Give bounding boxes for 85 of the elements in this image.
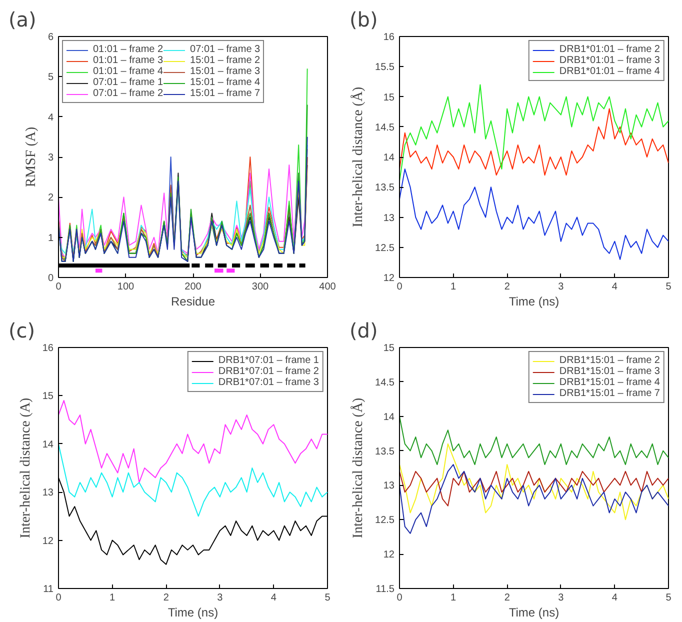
legend-label: 15:01 – frame 3 xyxy=(190,66,260,77)
x-tick-label: 1 xyxy=(450,592,457,604)
y-tick-label: 14 xyxy=(383,152,395,164)
x-tick-label: 0 xyxy=(396,282,403,292)
x-tick-label: 3 xyxy=(558,592,564,604)
x-tick-label: 300 xyxy=(252,282,270,292)
y-tick-label: 6 xyxy=(48,32,54,43)
legend-label: DRB1*15:01 – frame 2 xyxy=(559,355,660,366)
y-tick-label: 14.5 xyxy=(375,122,395,134)
y-tick-label: 15 xyxy=(383,343,395,354)
y-tick-label: 5 xyxy=(48,72,54,84)
y-tick-label: 11.5 xyxy=(376,584,395,595)
legend-label: DRB1*07:01 – frame 1 xyxy=(218,355,319,366)
legend-label: DRB1*15:01 – frame 7 xyxy=(559,388,660,399)
x-tick-label: 2 xyxy=(504,592,510,604)
x-tick-label: 5 xyxy=(666,592,672,604)
y-tick-label: 15 xyxy=(383,92,395,104)
legend-label: 07:01 – frame 3 xyxy=(190,44,260,55)
legend-label: DRB1*01:01 – frame 2 xyxy=(559,44,660,55)
legend-label: 15:01 – frame 4 xyxy=(190,77,260,88)
x-tick-label: 4 xyxy=(270,592,277,604)
x-tick-label: 3 xyxy=(217,592,224,604)
x-axis-title: Time (ns) xyxy=(508,606,560,620)
y-tick-label: 13.5 xyxy=(375,182,395,194)
legend-label: DRB1*07:01 – frame 2 xyxy=(218,366,319,377)
legend-label: 07:01 – frame 2 xyxy=(93,88,164,99)
y-tick-label: 12 xyxy=(383,273,395,284)
legend-label: DRB1*07:01 – frame 3 xyxy=(218,377,319,388)
y-tick-label: 16 xyxy=(383,32,395,43)
legend-label: 15:01 – frame 7 xyxy=(190,88,260,99)
x-tick-label: 1 xyxy=(110,592,116,604)
y-tick-label: 0 xyxy=(48,273,54,284)
x-tick-label: 0 xyxy=(56,282,62,292)
x-axis-title: Time (ns) xyxy=(168,606,218,620)
legend-label: 01:01 – frame 3 xyxy=(93,55,164,66)
x-tick-label: 2 xyxy=(504,282,510,292)
x-tick-label: 5 xyxy=(666,282,672,292)
chart-title: (a) xyxy=(8,8,36,32)
y-tick-label: 13.5 xyxy=(375,446,395,458)
y-tick-label: 11 xyxy=(43,584,54,595)
y-tick-label: 13 xyxy=(383,212,395,224)
y-tick-label: 14.5 xyxy=(375,377,395,388)
y-tick-label: 12 xyxy=(383,550,395,561)
y-tick-label: 15 xyxy=(42,391,54,402)
y-axis-title: Inter-helical distance (Å) xyxy=(350,86,366,228)
legend-label: 15:01 – frame 2 xyxy=(190,55,260,66)
x-tick-label: 4 xyxy=(612,282,618,292)
y-tick-label: 12.5 xyxy=(375,515,395,526)
chart-title: (d) xyxy=(350,318,378,342)
y-tick-label: 13 xyxy=(42,488,54,499)
x-axis-title: Residue xyxy=(170,294,216,308)
chart-title: (b) xyxy=(350,8,378,32)
legend-label: 01:01 – frame 4 xyxy=(93,66,164,77)
x-tick-label: 3 xyxy=(558,282,564,292)
y-tick-label: 3 xyxy=(48,152,54,164)
legend-label: DRB1*15:01 – frame 3 xyxy=(559,366,660,377)
y-tick-label: 4 xyxy=(48,112,54,124)
y-axis-title: RMSF (A) xyxy=(24,126,39,188)
x-tick-label: 2 xyxy=(163,592,170,604)
y-tick-label: 12.5 xyxy=(375,242,395,254)
y-axis-title: Inter-helical distance (A) xyxy=(18,397,34,538)
y-tick-label: 12 xyxy=(42,536,54,547)
legend-label: DRB1*15:01 – frame 4 xyxy=(559,377,660,388)
x-tick-label: 4 xyxy=(612,592,618,604)
legend-label: DRB1*01:01 – frame 4 xyxy=(559,66,660,77)
legend-label: 01:01 – frame 2 xyxy=(93,44,164,55)
x-tick-label: 200 xyxy=(184,282,202,292)
x-tick-label: 1 xyxy=(450,282,457,292)
legend-label: 07:01 – frame 1 xyxy=(93,77,164,88)
x-tick-label: 0 xyxy=(56,592,62,604)
y-axis-title: Inter-helical distance (Å) xyxy=(350,397,366,538)
x-tick-label: 400 xyxy=(319,282,336,292)
x-tick-label: 5 xyxy=(324,592,331,604)
y-tick-label: 2 xyxy=(48,192,54,204)
legend-label: DRB1*01:01 – frame 3 xyxy=(559,55,660,66)
y-tick-label: 1 xyxy=(48,232,54,244)
y-tick-label: 13 xyxy=(383,480,395,492)
y-tick-label: 14 xyxy=(42,439,54,450)
y-tick-label: 15.5 xyxy=(375,62,395,74)
y-tick-label: 14 xyxy=(383,412,395,423)
y-tick-label: 16 xyxy=(42,343,54,354)
x-tick-label: 100 xyxy=(117,282,135,292)
x-axis-title: Time (ns) xyxy=(508,294,560,308)
chart-title: (c) xyxy=(8,318,36,342)
x-tick-label: 0 xyxy=(396,592,403,604)
